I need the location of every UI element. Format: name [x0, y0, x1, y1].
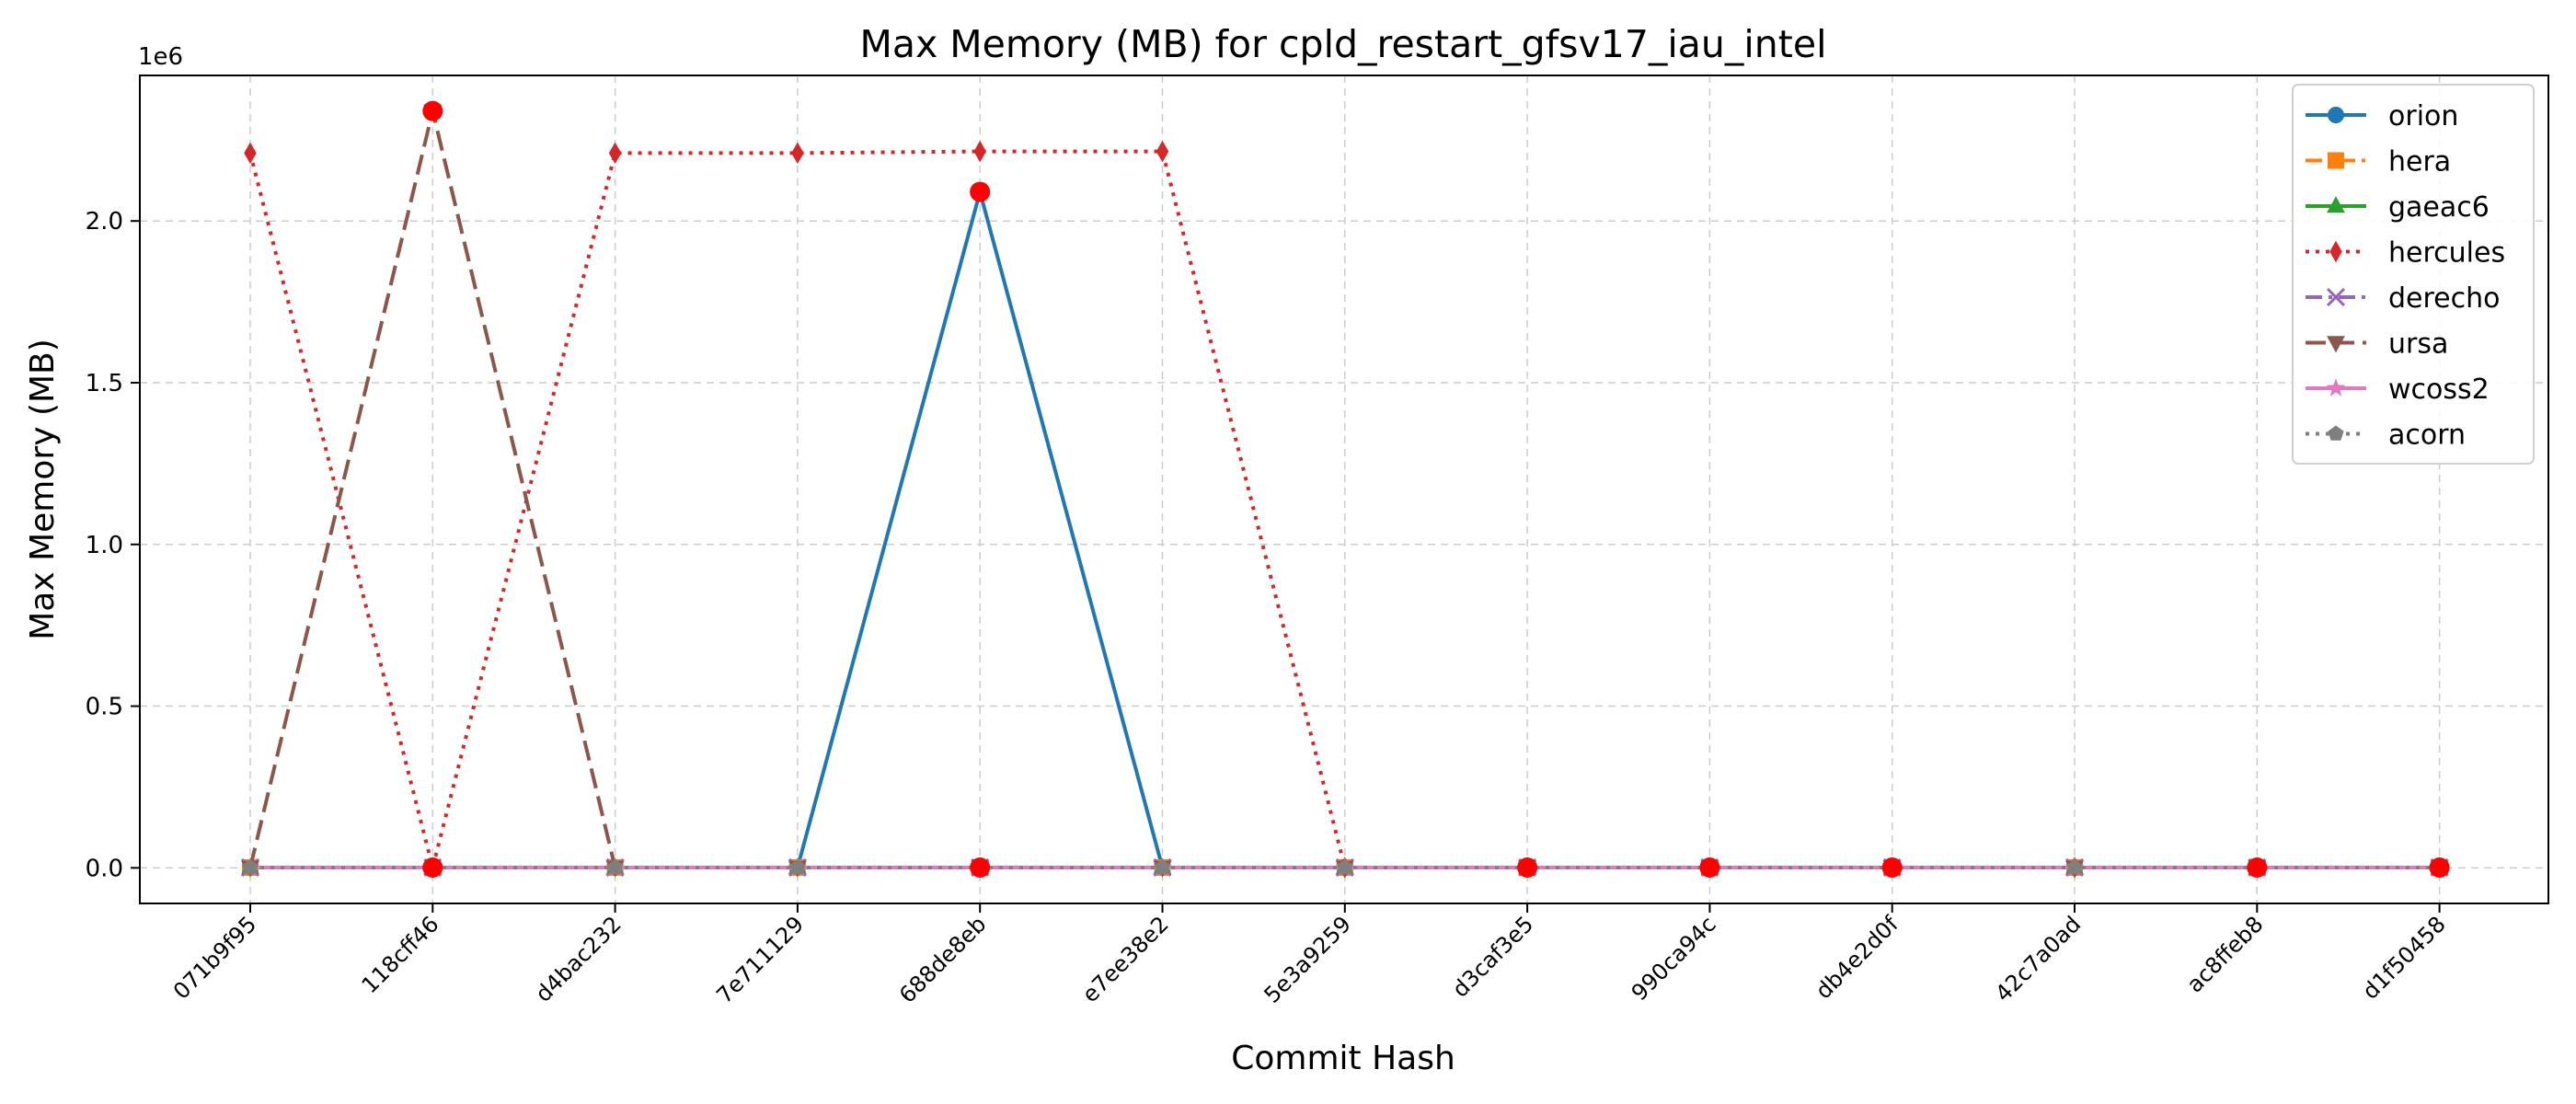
legend-marker [2327, 196, 2345, 213]
data-point-acorn [789, 859, 806, 875]
legend-marker [2327, 336, 2345, 353]
legend-label: ursa [2388, 328, 2448, 361]
highlight-point [1881, 857, 1903, 878]
data-point-hercules [608, 142, 622, 165]
data-point-acorn [2066, 859, 2083, 875]
legend-marker [2326, 287, 2346, 307]
data-point-acorn [1337, 859, 1353, 875]
legend-marker [2328, 107, 2344, 123]
legend-box [2292, 84, 2535, 465]
legend-marker [2328, 152, 2344, 169]
legend-label: hera [2388, 146, 2451, 178]
legend-label: acorn [2388, 420, 2466, 452]
legend-marker [2329, 240, 2342, 263]
y-tick-label: 2.0 [86, 208, 123, 236]
data-point-hercules [1156, 140, 1169, 163]
highlight-point [2429, 857, 2450, 878]
y-tick-label: 1.5 [86, 370, 123, 397]
legend-label: gaeac6 [2388, 191, 2490, 224]
highlight-point [422, 100, 443, 121]
y-axis-label: Max Memory (MB) [24, 339, 62, 640]
legend-label: derecho [2388, 282, 2501, 315]
highlight-points [422, 100, 2450, 878]
legend-label: hercules [2388, 237, 2505, 270]
y-tick-label: 0.0 [86, 855, 123, 882]
legend-marker [2326, 378, 2346, 397]
highlight-point [1517, 857, 1538, 878]
data-point-acorn [1154, 859, 1171, 875]
legend: orion hera gaeac6 hercules derecho ursa wcoss2… [2292, 84, 2535, 465]
data-point-hercules [791, 142, 804, 165]
highlight-point [2247, 857, 2268, 878]
legend-item-wcoss2: wcoss2 [2306, 374, 2490, 406]
legend-item-gaeac6: gaeac6 [2306, 191, 2490, 224]
y-scale-label: 1e6 [138, 43, 183, 71]
legend-item-acorn: acorn [2306, 420, 2466, 452]
highlight-point [970, 857, 991, 878]
legend-marker [2328, 425, 2344, 441]
legend-item-ursa: ursa [2306, 328, 2448, 361]
x-axis-label: Commit Hash [1231, 1040, 1455, 1077]
legend-label: wcoss2 [2388, 374, 2490, 406]
y-tick-label: 1.0 [86, 532, 123, 559]
highlight-point [970, 181, 991, 202]
legend-item-orion: orion [2306, 100, 2458, 132]
data-point-acorn [242, 859, 259, 875]
highlight-point [1699, 857, 1720, 878]
legend-label: orion [2388, 100, 2458, 132]
data-point-acorn [607, 859, 624, 875]
legend-item-hera: hera [2306, 146, 2451, 178]
legend-item-derecho: derecho [2306, 282, 2501, 315]
y-tick-label: 0.5 [86, 694, 123, 721]
chart-title: Max Memory (MB) for cpld_restart_gfsv17_… [860, 22, 1827, 66]
legend-item-hercules: hercules [2306, 237, 2505, 270]
data-point-hercules [244, 142, 257, 165]
data-point-hercules [973, 140, 986, 163]
highlight-point [422, 857, 443, 878]
